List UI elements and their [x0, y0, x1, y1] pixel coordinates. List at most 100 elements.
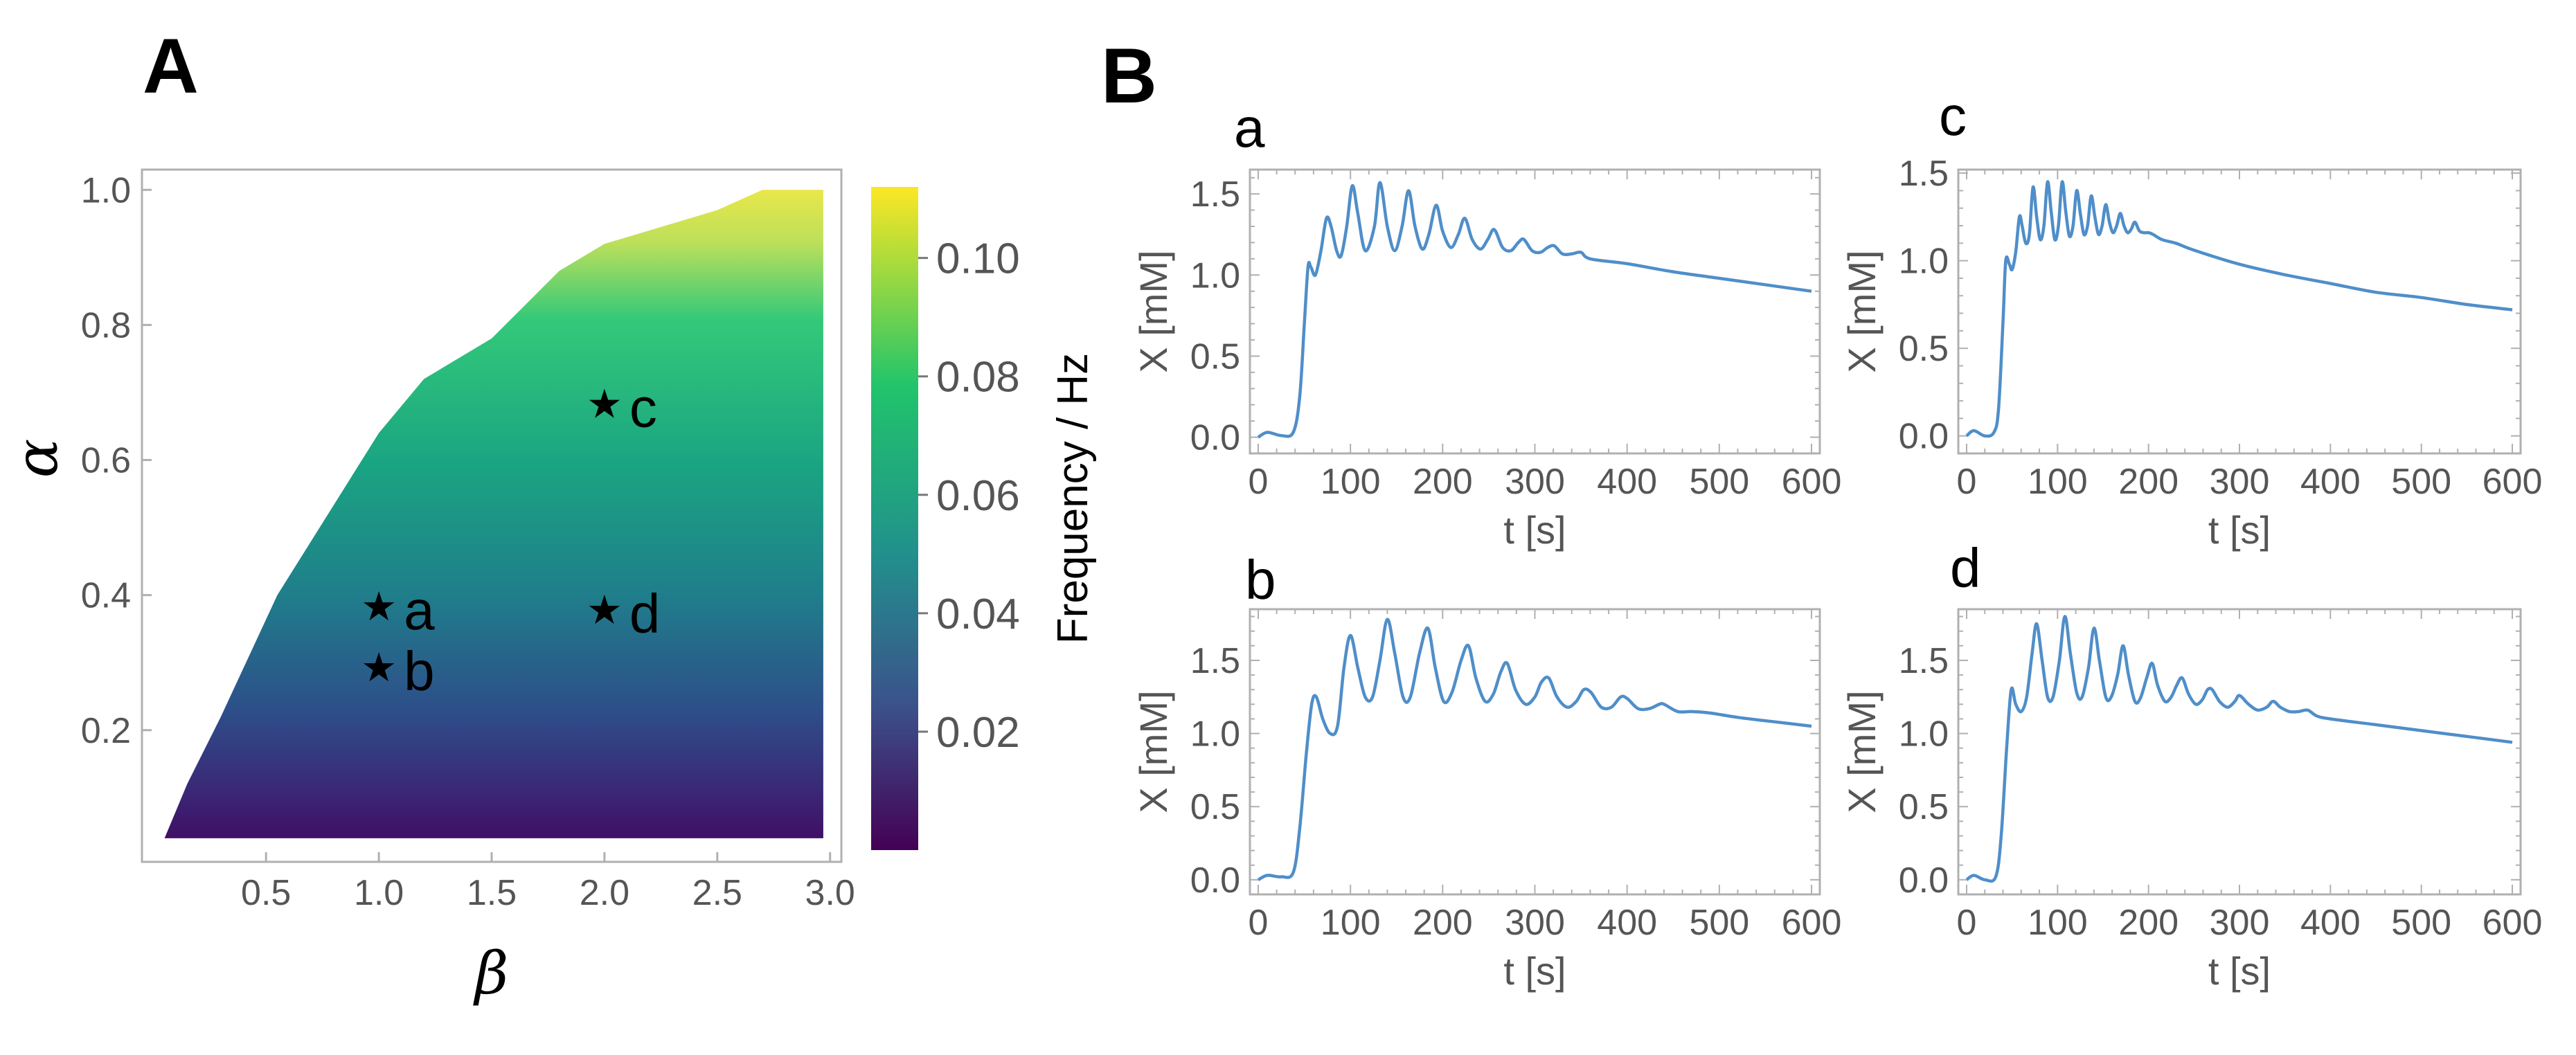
plot-xlabel: t [s]	[2208, 508, 2271, 552]
plot-panel-letter: a	[1234, 97, 1265, 159]
plot-frame	[1957, 168, 2522, 455]
plot-xtick-label: 300	[1505, 903, 1565, 943]
plot-frame	[1249, 168, 1821, 455]
heatmap-point-label: c	[629, 377, 657, 438]
plot-xtick-label: 200	[2118, 903, 2179, 943]
plot-xtick-label: 200	[1413, 903, 1473, 943]
colorbar-tick-label: 0.04	[936, 590, 1020, 638]
plot-xtick-label: 600	[1782, 462, 1842, 502]
plot-xtick-label: 500	[1689, 903, 1749, 943]
heatmap-point-marker: ★	[361, 584, 397, 629]
time-series-plot-c: 0 100 200 300 400 500 600 0.0 0.5 1.0 1.5 t [s] X [m…	[1840, 85, 2542, 552]
plot-xtick-label: 100	[1321, 462, 1381, 502]
colorbar-label: Frequency / Hz	[1049, 353, 1097, 644]
plot-xtick-label: 200	[1413, 462, 1473, 502]
heatmap-region	[164, 190, 823, 838]
plot-series-line	[1965, 180, 2513, 438]
plot-xtick-label: 100	[1321, 903, 1381, 943]
heatmap-point-label: d	[629, 583, 661, 644]
plot-xtick-label: 200	[2118, 462, 2179, 502]
heatmap-xtick-label: 1.5	[467, 873, 517, 913]
plot-xtick-label: 500	[2391, 903, 2451, 943]
colorbar-gradient	[871, 187, 918, 850]
plot-xtick-label: 0	[1957, 903, 1977, 943]
plot-ytick-label: 0.5	[1899, 787, 1949, 827]
plot-xlabel: t [s]	[1503, 508, 1566, 552]
colorbar-tick-label: 0.02	[936, 709, 1020, 757]
plot-ytick-label: 0.0	[1190, 418, 1240, 458]
plot-xtick-label: 100	[2028, 903, 2088, 943]
plot-panel-letter: d	[1950, 537, 1981, 599]
plot-xlabel: t [s]	[1503, 949, 1566, 993]
plot-frame	[1249, 608, 1821, 896]
time-series-plot-b: 0 100 200 300 400 500 600 0.0 0.5 1.0 1.5 t [s] X [m…	[1132, 549, 1841, 993]
plot-xtick-label: 600	[2483, 903, 2543, 943]
plot-ytick-label: 1.0	[1899, 714, 1949, 755]
panel-letter-b: B	[1101, 33, 1157, 119]
time-series-plot-d: 0 100 200 300 400 500 600 0.0 0.5 1.0 1.5 t [s] X [m…	[1840, 537, 2542, 993]
plot-ytick-label: 1.0	[1190, 255, 1240, 296]
plot-xtick-label: 600	[2483, 462, 2543, 502]
plot-xtick-label: 400	[2300, 462, 2361, 502]
heatmap-ytick-label: 1.0	[81, 170, 131, 210]
time-series-panels: 0 100 200 300 400 500 600 0.0 0.5 1.0 1.5 t [s] X [m…	[1132, 85, 2542, 993]
plot-ylabel: X [mM]	[1840, 690, 1884, 813]
heatmap-point-marker: ★	[587, 381, 623, 426]
plot-xtick-label: 500	[2391, 462, 2451, 502]
plot-xtick-label: 100	[2028, 462, 2088, 502]
plot-ytick-label: 1.0	[1190, 714, 1240, 755]
heatmap-xtick-label: 0.5	[241, 873, 291, 913]
time-series-plot-a: 0 100 200 300 400 500 600 0.0 0.5 1.0 1.5 t [s] X [m…	[1132, 97, 1841, 552]
plot-ytick-label: 0.0	[1899, 417, 1949, 457]
plot-ytick-label: 0.5	[1190, 336, 1240, 377]
plot-ytick-label: 1.5	[1899, 641, 1949, 681]
plot-ytick-label: 1.0	[1899, 242, 1949, 282]
plot-frame	[1957, 608, 2522, 896]
plot-xtick-label: 300	[2210, 462, 2270, 502]
heatmap-ytick-label: 0.4	[81, 576, 131, 616]
plot-xtick-label: 0	[1249, 462, 1269, 502]
heatmap-xtick-label: 2.5	[692, 873, 742, 913]
plot-ytick-label: 0.5	[1190, 787, 1240, 827]
heatmap-point-label: a	[404, 579, 435, 641]
plot-xtick-label: 600	[1782, 903, 1842, 943]
heatmap-xlabel: β	[473, 939, 509, 1007]
heatmap-xtick-label: 3.0	[805, 873, 855, 913]
colorbar-tick-label: 0.10	[936, 235, 1020, 283]
heatmap-point-label: b	[404, 640, 435, 702]
plot-series-line	[1257, 617, 1812, 881]
plot-ytick-label: 0.5	[1899, 329, 1949, 369]
plot-xtick-label: 0	[1957, 462, 1977, 502]
heatmap-chart: 0.5 1.0 1.5 2.0 2.5 3.0 0.20.40.60.81.0 ★ a★ b★…	[3, 168, 855, 1007]
plot-xtick-label: 300	[2210, 903, 2270, 943]
plot-panel-letter: c	[1939, 85, 1967, 147]
plot-ylabel: X [mM]	[1840, 250, 1884, 372]
heatmap-xtick-label: 1.0	[354, 873, 404, 913]
plot-panel-letter: b	[1245, 549, 1276, 611]
plot-xtick-label: 0	[1249, 903, 1269, 943]
heatmap-ytick-label: 0.6	[81, 441, 131, 481]
heatmap-point-marker: ★	[361, 645, 397, 690]
panel-letter-a: A	[143, 23, 199, 109]
plot-ytick-label: 0.0	[1899, 860, 1949, 901]
plot-xlabel: t [s]	[2208, 949, 2271, 993]
plot-xtick-label: 400	[2300, 903, 2361, 943]
heatmap-ylabel: α	[3, 439, 71, 478]
plot-xtick-label: 400	[1597, 462, 1657, 502]
plot-ytick-label: 0.0	[1190, 860, 1240, 901]
plot-ytick-label: 1.5	[1190, 641, 1240, 681]
heatmap-point-marker: ★	[587, 588, 623, 633]
colorbar: 0.02 0.04 0.06 0.08 0.10 Frequency / Hz	[871, 187, 1097, 850]
colorbar-tick-label: 0.06	[936, 472, 1020, 520]
heatmap-xtick-label: 2.0	[580, 873, 629, 913]
plot-xtick-label: 300	[1505, 462, 1565, 502]
plot-ylabel: X [mM]	[1132, 690, 1175, 813]
plot-xtick-label: 400	[1597, 903, 1657, 943]
plot-series-line	[1257, 181, 1812, 439]
plot-ytick-label: 1.5	[1899, 154, 1949, 194]
heatmap-ytick-label: 0.8	[81, 305, 131, 345]
plot-ytick-label: 1.5	[1190, 174, 1240, 215]
plot-ylabel: X [mM]	[1132, 250, 1175, 372]
heatmap-ytick-label: 0.2	[81, 711, 131, 751]
